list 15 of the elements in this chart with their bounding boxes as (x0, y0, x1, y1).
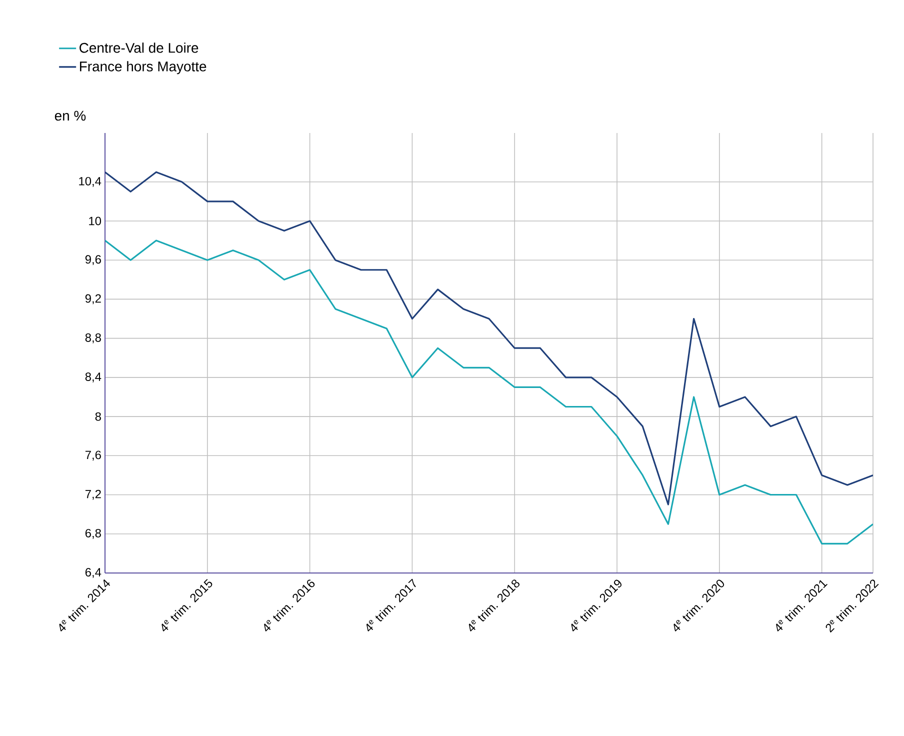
y-tick-label: 6,4 (85, 568, 102, 578)
y-axis-title: en % (54, 110, 86, 121)
y-tick-label: 7,2 (85, 490, 101, 500)
line-series (105, 171, 874, 506)
y-tick-label: 8 (95, 412, 101, 421)
y-tick-label: 6,8 (85, 528, 101, 539)
y-tick-label: 10,4 (79, 176, 102, 187)
y-tick-label: 9,6 (85, 255, 101, 266)
y-tick-label: 9,2 (85, 294, 101, 304)
y-tick-label: 7,6 (85, 450, 101, 461)
legend-label: France hors Mayotte (80, 61, 206, 74)
y-tick-label: 8,8 (85, 333, 101, 344)
y-tick-label: 8,4 (85, 372, 102, 382)
legend-label: Centre-Val de Loire (80, 42, 198, 53)
y-tick-label: 10 (89, 216, 102, 226)
